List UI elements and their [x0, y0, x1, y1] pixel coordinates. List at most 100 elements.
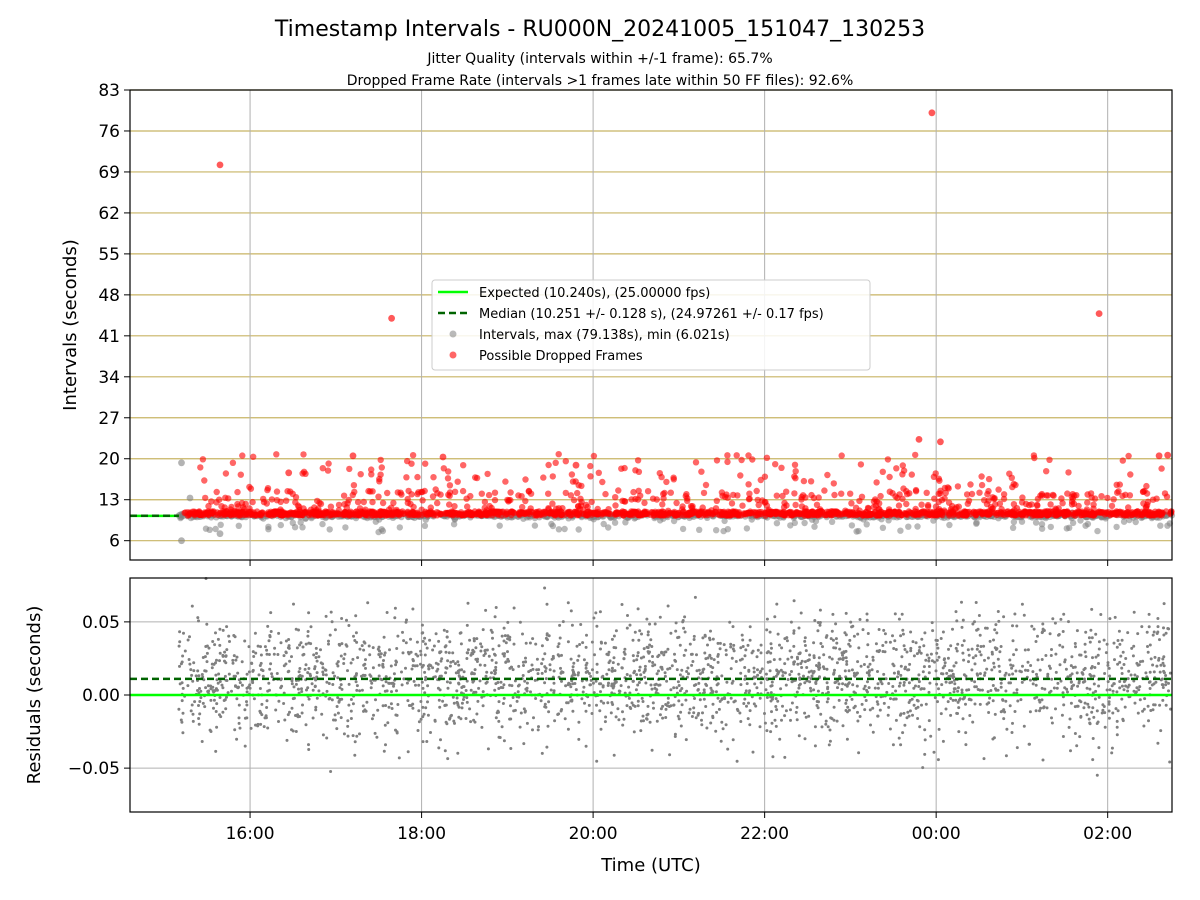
residual-point: [437, 746, 441, 750]
residual-point: [232, 654, 236, 658]
residual-point: [411, 706, 415, 710]
residual-point: [231, 661, 235, 665]
residual-point: [651, 701, 655, 705]
residual-point: [660, 651, 664, 655]
residual-point: [290, 728, 293, 732]
dropped-frame-point: [460, 462, 467, 469]
residual-point: [1142, 724, 1146, 728]
residual-point: [1014, 669, 1018, 673]
residual-point: [459, 642, 463, 646]
residual-point: [961, 618, 965, 622]
dropped-frame-point: [783, 488, 790, 495]
dropped-frame-point: [369, 498, 376, 506]
residual-point: [1162, 633, 1166, 637]
residual-point: [894, 689, 898, 693]
dropped-frame-point: [385, 506, 393, 513]
residual-point: [300, 690, 304, 693]
residual-point: [1144, 671, 1148, 675]
residual-point: [666, 604, 670, 608]
residual-point: [692, 638, 696, 641]
residual-point: [781, 704, 784, 708]
residual-point: [792, 629, 796, 633]
residual-point: [962, 658, 966, 662]
residual-point: [674, 621, 678, 625]
residual-point: [451, 651, 455, 655]
residual-point: [669, 704, 673, 708]
residual-point: [636, 654, 640, 658]
dropped-frame-point: [519, 503, 526, 511]
residual-point: [758, 671, 762, 674]
dropped-frame-point: [433, 512, 441, 519]
residual-point: [620, 666, 624, 670]
dropped-frame-point: [350, 482, 358, 489]
residual-point: [535, 657, 539, 661]
dropped-frame-point: [738, 456, 745, 464]
residual-point: [735, 707, 739, 711]
dropped-frame-point: [724, 494, 731, 501]
residual-point: [377, 674, 381, 678]
dropped-frame-point: [302, 470, 309, 477]
residual-point: [1083, 642, 1087, 646]
residual-point: [540, 644, 544, 648]
dropped-frame-point: [773, 492, 780, 499]
residual-point: [346, 724, 350, 728]
residual-point: [724, 723, 728, 727]
residual-point: [1022, 724, 1026, 728]
residual-point: [290, 655, 293, 659]
dropped-frame-point: [1115, 488, 1122, 495]
residual-point: [574, 688, 578, 692]
dropped-frame-point: [599, 478, 606, 486]
dropped-frame-point: [1068, 493, 1076, 500]
residual-point: [1053, 621, 1057, 625]
residual-point: [384, 680, 388, 684]
residual-point: [358, 647, 362, 651]
residual-point: [614, 646, 618, 650]
residual-point: [231, 658, 235, 662]
dropped-frame-point: [590, 452, 598, 460]
dropped-frame-point: [1069, 509, 1076, 517]
dropped-frame-point: [655, 511, 663, 519]
residual-point: [545, 602, 549, 606]
residual-point: [199, 696, 203, 700]
dropped-frame-point: [692, 459, 700, 466]
dropped-frame-point: [440, 465, 447, 472]
residual-point: [206, 690, 210, 693]
residual-point: [935, 682, 939, 686]
residual-point: [501, 702, 505, 705]
residual-point: [903, 723, 907, 727]
residual-point: [264, 714, 268, 718]
residual-point: [1033, 696, 1037, 700]
residual-point: [789, 718, 792, 722]
residual-point: [929, 734, 933, 738]
dropped-frame-point: [772, 461, 779, 468]
residual-point: [411, 607, 415, 611]
residual-point: [1082, 706, 1086, 710]
residual-point: [595, 662, 599, 666]
residual-point: [221, 710, 225, 714]
residual-point: [178, 630, 182, 634]
residual-point: [834, 622, 838, 626]
residual-point: [577, 737, 581, 741]
residual-point: [991, 699, 995, 703]
residual-point: [817, 700, 820, 704]
residual-point: [396, 634, 400, 638]
residual-point: [784, 683, 788, 687]
interval-point: [372, 518, 379, 525]
residual-point: [500, 725, 504, 729]
residual-point: [1156, 625, 1160, 629]
residual-point: [743, 677, 747, 681]
residual-point: [704, 657, 708, 661]
interval-point: [611, 519, 619, 526]
dropped-frame-point: [885, 506, 893, 513]
residual-point: [690, 663, 694, 667]
dropped-frame-point: [795, 509, 803, 517]
residual-point: [252, 655, 256, 658]
residual-point: [676, 636, 680, 640]
dropped-frame-point: [432, 486, 439, 493]
dropped-frame-point: [745, 452, 752, 459]
dropped-frame-point: [894, 494, 901, 502]
dropped-frame-point: [323, 509, 331, 516]
residual-point: [486, 747, 490, 751]
residual-point: [978, 633, 982, 637]
dropped-frame-point: [816, 506, 824, 513]
